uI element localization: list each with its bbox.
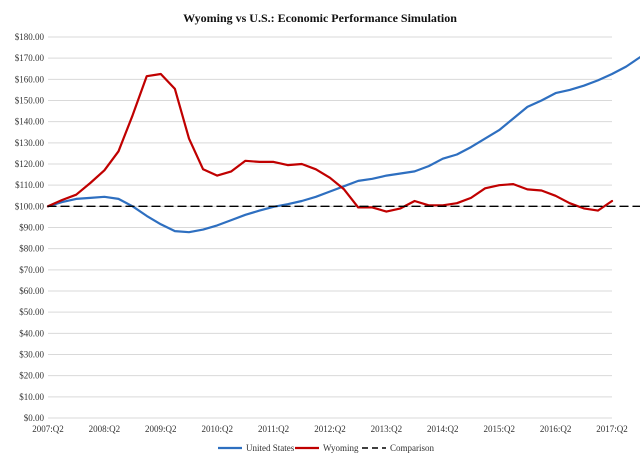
x-tick-label: 2013:Q2 — [371, 424, 403, 434]
x-tick-label: 2007:Q2 — [32, 424, 64, 434]
y-tick-label: $20.00 — [19, 371, 44, 381]
y-tick-label: $80.00 — [19, 244, 44, 254]
y-tick-label: $100.00 — [15, 201, 45, 211]
legend-label: United States — [246, 443, 295, 453]
legend: United States Wyoming Comparison — [218, 443, 434, 453]
y-axis-tick-labels: $0.00 $10.00 $20.00 $30.00 $40.00 $50.00 $60.0… — [15, 32, 45, 423]
chart-title: Wyoming vs U.S.: Economic Performance Si… — [183, 11, 457, 25]
x-tick-label: 2010:Q2 — [201, 424, 233, 434]
x-tick-label: 2008:Q2 — [89, 424, 121, 434]
legend-label: Wyoming — [323, 443, 359, 453]
y-tick-label: $0.00 — [24, 413, 45, 423]
series-line-wyoming — [46, 72, 614, 213]
y-tick-label: $170.00 — [15, 53, 45, 63]
x-tick-label: 2009:Q2 — [145, 424, 177, 434]
x-tick-label: 2012:Q2 — [314, 424, 346, 434]
y-tick-label: $40.00 — [19, 328, 44, 338]
x-tick-label: 2016:Q2 — [540, 424, 572, 434]
y-tick-label: $110.00 — [15, 180, 44, 190]
y-tick-label: $160.00 — [15, 74, 45, 84]
x-tick-label: 2011:Q2 — [258, 424, 289, 434]
legend-label: Comparison — [390, 443, 434, 453]
series-line-united-states — [46, 56, 640, 234]
y-tick-label: $60.00 — [19, 286, 44, 296]
y-tick-label: $180.00 — [15, 32, 45, 42]
x-tick-label: 2015:Q2 — [483, 424, 515, 434]
x-axis-tick-labels: 2007:Q2 2008:Q2 2009:Q2 2010:Q2 2011:Q2 2012:… — [32, 424, 628, 434]
y-tick-label: $150.00 — [15, 96, 45, 106]
y-tick-label: $30.00 — [19, 350, 44, 360]
y-tick-label: $50.00 — [19, 307, 44, 317]
y-tick-label: $130.00 — [15, 138, 45, 148]
y-tick-label: $140.00 — [15, 117, 45, 127]
y-tick-label: $120.00 — [15, 159, 45, 169]
y-tick-label: $70.00 — [19, 265, 44, 275]
y-tick-label: $90.00 — [19, 223, 44, 233]
gridlines — [48, 36, 612, 419]
y-tick-label: $10.00 — [19, 392, 44, 402]
x-tick-label: 2017:Q2 — [596, 424, 628, 434]
x-tick-label: 2014:Q2 — [427, 424, 459, 434]
series-lines — [46, 56, 640, 234]
